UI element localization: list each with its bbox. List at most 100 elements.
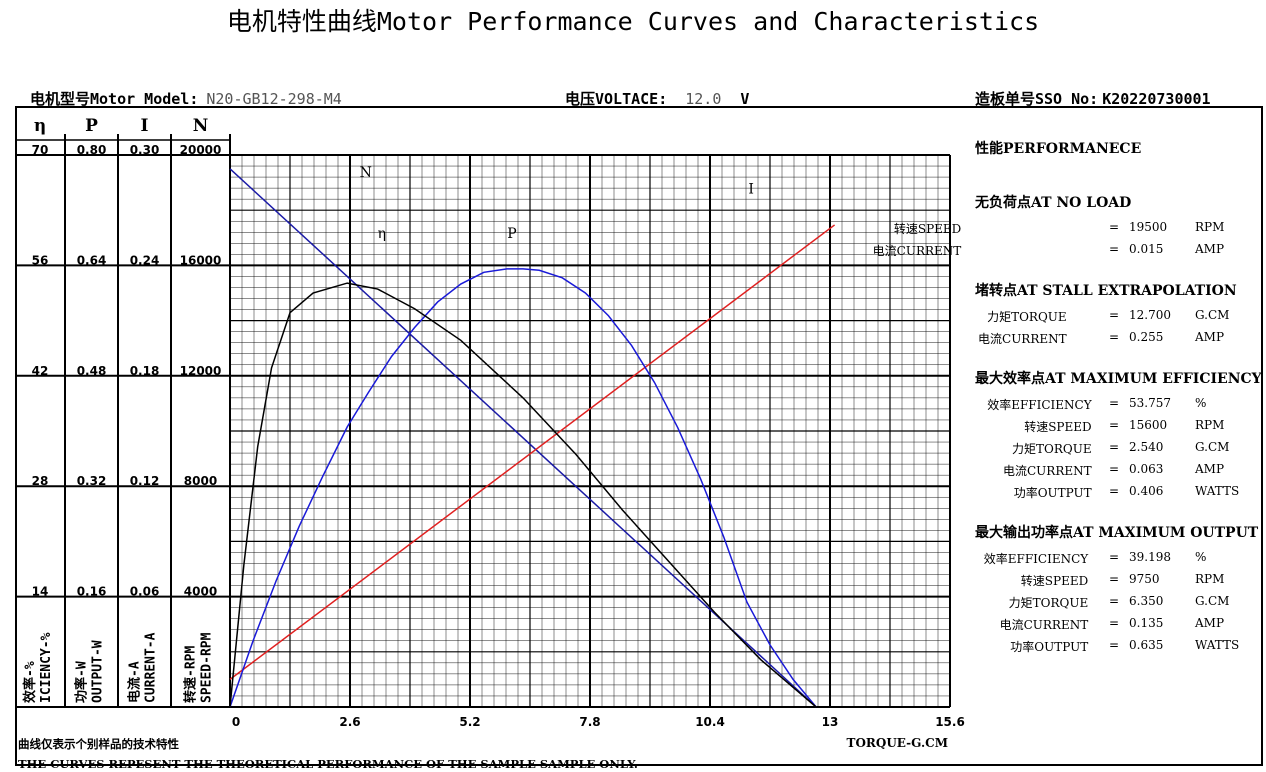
performance-row-label: 电流CURRENT <box>978 332 1067 346</box>
sso-value: K20220730001 <box>1102 90 1211 108</box>
performance-row-unit: AMP <box>1195 616 1225 630</box>
footer-note-en: THE CURVES REPESENT THE THEORETICAL PERF… <box>18 757 638 771</box>
axis-tick-label: 0.64 <box>77 253 107 267</box>
axis-tick-label: 20000 <box>180 143 222 157</box>
performance-row: 电流CURRENT = 0.015 AMP <box>873 242 1224 264</box>
performance-row-unit: AMP <box>1195 242 1225 256</box>
performance-row-value: 0.135 <box>1129 616 1164 630</box>
performance-row-equals: = <box>1109 220 1120 234</box>
x-tick-label: 10.4 <box>695 715 725 729</box>
performance-row-equals: = <box>1109 484 1120 498</box>
axis-tick-label: 12000 <box>180 364 222 378</box>
performance-row-value: 0.255 <box>1129 330 1164 344</box>
performance-row-unit: G.CM <box>1195 308 1230 322</box>
performance-row-value: 0.015 <box>1129 242 1164 256</box>
axis-unit-en: OUTPUT-W <box>91 640 106 703</box>
x-tick-label: 7.8 <box>579 715 600 729</box>
performance-row: 功率OUTPUT = 0.406 WATTS <box>975 484 1262 506</box>
axis-tick-label: 56 <box>32 253 49 267</box>
x-tick-label: 2.6 <box>339 715 360 729</box>
axis-tick-label: 0.30 <box>130 143 160 157</box>
x-axis-label: TORQUE-G.CM <box>847 736 948 750</box>
performance-row-equals: = <box>1109 440 1120 454</box>
performance-section-title: 无负荷点AT NO LOAD <box>975 195 1132 211</box>
series-line-η <box>229 282 817 708</box>
axis-unit-en: SPEED-RPM <box>200 632 215 703</box>
performance-row-value: 6.350 <box>1129 594 1164 608</box>
x-tick-label: 15.6 <box>935 715 965 729</box>
performance-row-label: 转速SPEED <box>1024 420 1092 434</box>
axis-tick-label: 0.24 <box>130 253 160 267</box>
performance-section: 无负荷点AT NO LOAD 转速SPEED = 19500 RPM 电流CURRENT =… <box>873 192 1225 264</box>
axis-tick-label: 4000 <box>184 585 217 599</box>
footer-note-cn: 曲线仅表示个别样品的技术特性 <box>18 737 179 751</box>
performance-row-equals: = <box>1109 308 1120 322</box>
axis-unit-1: 效率-% ICIENCY-% <box>22 632 54 703</box>
performance-row-value: 39.198 <box>1129 550 1171 564</box>
performance-row-equals: = <box>1109 330 1120 344</box>
series-line-I <box>229 224 836 680</box>
axis-tick-label: 0.80 <box>77 143 107 157</box>
series-line-P <box>229 268 817 708</box>
performance-row-label: 电流CURRENT <box>999 618 1089 632</box>
performance-row-unit: RPM <box>1195 418 1225 432</box>
performance-panel: 性能PERFORMANECE 无负荷点AT NO LOAD 转速SPEED = 195… <box>873 138 1262 654</box>
axis-tick-label: 14 <box>32 585 49 599</box>
motor-model-value: N20-GB12-298-M4 <box>206 90 342 108</box>
performance-row-equals: = <box>1109 638 1120 652</box>
performance-row-value: 0.406 <box>1129 484 1164 498</box>
axis-tick-label: 0.48 <box>77 364 107 378</box>
performance-row-equals: = <box>1109 396 1120 410</box>
performance-row-value: 0.063 <box>1129 462 1164 476</box>
performance-row: 转速SPEED = 19500 RPM <box>894 220 1225 242</box>
axis-tick-label: 8000 <box>184 474 217 488</box>
axis-head-4: N <box>193 116 209 136</box>
sso-number: 造板单号SSO No: K20220730001 <box>975 88 1211 109</box>
axis-unit-cn: 电流-A <box>127 661 143 703</box>
chart-frame <box>15 106 1263 766</box>
performance-row: 效率EFFICIENCY = 53.757% <box>975 396 1262 418</box>
performance-row-label: 功率OUTPUT <box>1013 486 1092 500</box>
series-label-I: I <box>748 182 754 198</box>
performance-row-label: 转速SPEED <box>893 222 962 236</box>
performance-row-label: 转速SPEED <box>1020 574 1089 588</box>
performance-row-equals: = <box>1109 616 1120 630</box>
axis-unit-3: 电流-A CURRENT-A <box>127 632 159 703</box>
performance-row-equals: = <box>1109 594 1120 608</box>
axis-unit-4: 转速-RPM SPEED-RPM <box>183 632 215 703</box>
performance-section-title: 堵转点AT STALL EXTRAPOLATION <box>975 283 1237 299</box>
axis-tick-label: 0.16 <box>77 585 107 599</box>
performance-row: 功率OUTPUT = 0.635 WATTS <box>975 638 1258 660</box>
performance-row-label: 力矩TORQUE <box>1012 442 1092 456</box>
performance-row-value: 2.540 <box>1129 440 1164 454</box>
axis-head-1: η <box>34 116 46 136</box>
performance-row: 电流CURRENT = 0.255 AMP <box>975 330 1237 352</box>
performance-row-unit: % <box>1195 550 1207 564</box>
performance-row-equals: = <box>1109 242 1120 256</box>
performance-row-unit: AMP <box>1195 330 1225 344</box>
performance-row-label: 电流CURRENT <box>872 244 962 258</box>
x-tick-label: 13 <box>822 715 839 729</box>
axis-head-3: I <box>141 116 149 136</box>
performance-row-value: 0.635 <box>1129 638 1164 652</box>
performance-row: 转速SPEED = 15600 RPM <box>975 418 1262 440</box>
axis-tick-label: 0.12 <box>130 474 160 488</box>
performance-row: 力矩TORQUE = 6.350 G.CM <box>975 594 1258 616</box>
performance-row-unit: G.CM <box>1195 440 1230 454</box>
performance-row-label: 功率OUTPUT <box>1010 640 1089 654</box>
axis-unit-cn: 效率-% <box>22 661 38 703</box>
axis-unit-cn: 转速-RPM <box>183 646 199 703</box>
voltage-value: 12.0 <box>685 90 722 108</box>
axis-tick-label: 0.18 <box>130 364 160 378</box>
series-label-P: P <box>507 226 516 242</box>
motor-model: 电机型号Motor Model: N20-GB12-298-M4 <box>30 88 342 109</box>
motor-model-label: 电机型号Motor Model: <box>30 90 199 108</box>
voltage: 电压VOLTACE: 12.0 V <box>565 88 749 109</box>
voltage-unit: V <box>740 90 750 108</box>
axis-tick-label: 70 <box>32 143 49 157</box>
performance-row-unit: AMP <box>1195 462 1225 476</box>
axis-tick-label: 0.32 <box>77 474 107 488</box>
performance-row-unit: % <box>1195 396 1207 410</box>
performance-row-equals: = <box>1109 418 1120 432</box>
